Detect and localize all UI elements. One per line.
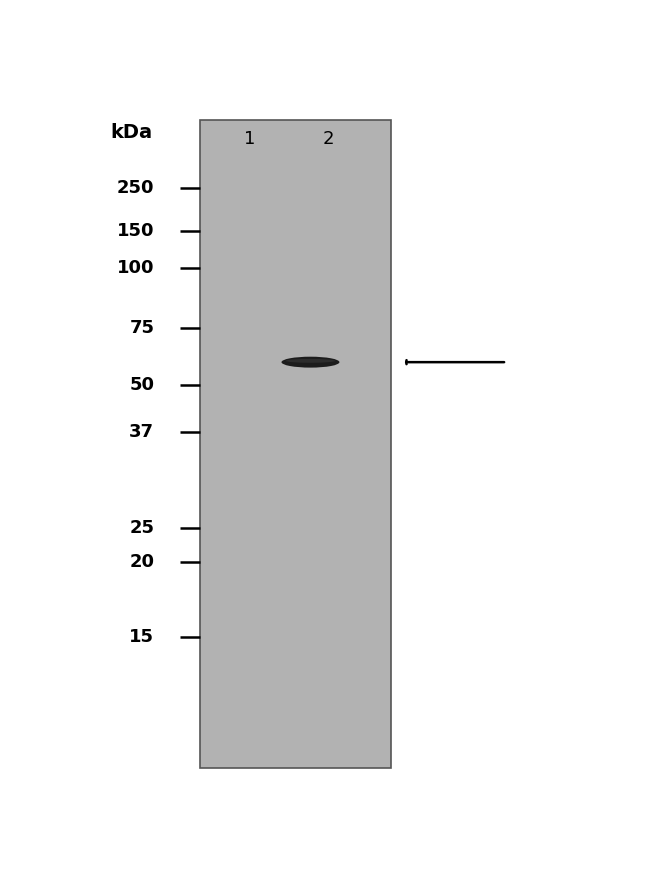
Ellipse shape <box>281 357 339 368</box>
Text: kDa: kDa <box>111 123 153 142</box>
Text: 75: 75 <box>129 319 154 337</box>
Text: 1: 1 <box>244 130 255 148</box>
Bar <box>200 120 391 768</box>
Text: 20: 20 <box>129 553 154 571</box>
Text: 2: 2 <box>322 130 334 148</box>
Text: 50: 50 <box>129 376 154 393</box>
Ellipse shape <box>286 359 335 362</box>
Text: 37: 37 <box>129 423 154 440</box>
Text: 250: 250 <box>117 179 154 198</box>
Text: 150: 150 <box>117 222 154 240</box>
Text: 25: 25 <box>129 519 154 537</box>
Text: 100: 100 <box>117 259 154 277</box>
Text: 15: 15 <box>129 628 154 646</box>
